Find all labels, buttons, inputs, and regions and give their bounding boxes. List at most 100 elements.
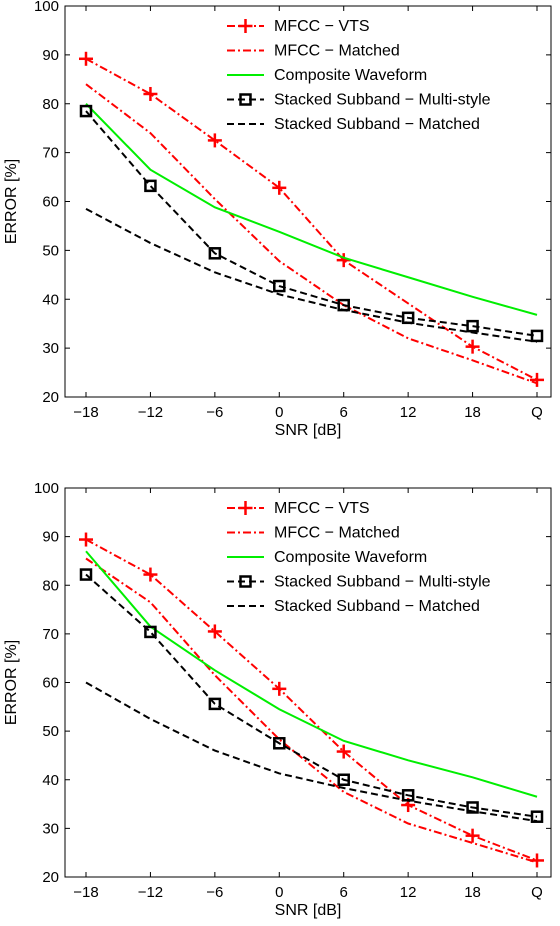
data-point [465, 339, 480, 354]
y-tick-label: 70 [42, 145, 59, 162]
legend-marker [239, 93, 252, 106]
y-tick-label: 20 [42, 869, 59, 886]
data-point [207, 624, 222, 639]
data-point [208, 697, 222, 711]
legend-entry: Stacked Subband − Multi-style [227, 92, 491, 109]
data-point [272, 681, 287, 696]
series-2 [85, 83, 538, 385]
x-tick-label: −12 [138, 404, 163, 421]
x-tick-label: 6 [340, 884, 348, 901]
data-point [207, 133, 222, 148]
series-line [85, 538, 538, 862]
y-tick-label: 30 [42, 820, 59, 837]
series-line [85, 103, 538, 316]
data-point [143, 567, 158, 582]
data-point [530, 810, 544, 823]
y-tick-label: 100 [34, 480, 59, 497]
legend-entry: Composite Waveform [227, 67, 427, 84]
legend-marker [239, 575, 252, 588]
series-line [85, 681, 538, 823]
x-tick-label: −18 [73, 404, 98, 421]
y-axis-label: ERROR [%] [3, 640, 20, 725]
series-5 [85, 681, 538, 823]
legend-label: Stacked Subband − Matched [274, 598, 480, 615]
data-point [530, 372, 544, 387]
series-line [85, 83, 538, 385]
y-tick-label: 30 [42, 340, 59, 357]
legend-label: Stacked Subband − Multi-style [274, 92, 491, 109]
data-point [466, 319, 479, 333]
y-tick-label: 80 [42, 96, 59, 113]
series-5 [85, 207, 538, 343]
x-tick-label: Q [531, 884, 543, 901]
y-tick-label: 60 [42, 675, 59, 692]
y-tick-label: 90 [42, 529, 59, 546]
series-4 [79, 568, 544, 823]
x-tick-label: −12 [138, 884, 163, 901]
x-tick-label: 0 [275, 884, 283, 901]
series-line [85, 110, 538, 337]
legend-entry: Stacked Subband − Multi-style [227, 574, 491, 591]
series-line [85, 550, 538, 798]
x-tick-label: Q [531, 404, 543, 421]
y-tick-label: 80 [42, 577, 59, 594]
legend-label: MFCC − Matched [274, 525, 400, 542]
series-1 [79, 532, 544, 868]
data-point [143, 86, 158, 101]
series-line [85, 207, 538, 343]
plot-frame [64, 487, 552, 878]
series-3 [85, 103, 538, 316]
x-tick-label: −6 [206, 884, 223, 901]
x-tick-label: 0 [275, 404, 283, 421]
x-tick-label: 12 [400, 404, 417, 421]
data-point [79, 532, 93, 547]
series-2 [85, 557, 538, 864]
data-point [336, 744, 351, 759]
data-point [79, 51, 93, 66]
legend-entry: MFCC − VTS [227, 500, 370, 517]
x-tick-label: −6 [206, 404, 223, 421]
data-point [79, 104, 93, 118]
x-tick-label: 6 [340, 404, 348, 421]
x-tick-label: 18 [464, 884, 481, 901]
y-tick-label: 40 [42, 291, 59, 308]
legend: MFCC − VTS MFCC − Matched Composite Wavefo… [227, 18, 491, 133]
legend-entry: Stacked Subband − Matched [227, 598, 480, 615]
legend-label: Composite Waveform [274, 67, 427, 84]
legend-entry: MFCC − VTS [227, 18, 370, 35]
legend-label: Composite Waveform [274, 549, 427, 566]
legend-entry: Stacked Subband − Matched [227, 116, 480, 133]
legend-entry: Composite Waveform [227, 549, 427, 566]
data-point [272, 180, 287, 195]
y-tick-label: 60 [42, 194, 59, 211]
series-line [85, 557, 538, 864]
legend-label: MFCC − VTS [274, 500, 370, 517]
x-tick-label: 12 [400, 884, 417, 901]
y-tick-label: 20 [42, 389, 59, 406]
legend-label: MFCC − Matched [274, 43, 400, 60]
data-point [144, 625, 157, 639]
y-tick-label: 70 [42, 626, 59, 643]
series-4 [79, 104, 544, 343]
series-3 [85, 550, 538, 798]
data-point [208, 247, 222, 260]
data-point [144, 179, 157, 193]
data-point [79, 568, 93, 581]
data-point [466, 801, 479, 814]
legend-label: Stacked Subband − Matched [274, 116, 480, 133]
legend-label: MFCC − VTS [274, 18, 370, 35]
x-axis-label: SNR [dB] [275, 422, 342, 439]
data-point [337, 773, 350, 786]
series-line [85, 573, 538, 818]
y-tick-label: 90 [42, 47, 59, 64]
x-tick-label: −18 [73, 884, 98, 901]
data-point [273, 737, 286, 750]
chart-2: 20 30 40 50 60 70 80 90 100 −18 −12 −6 0 6 12 18 Q SNR [d… [3, 480, 552, 919]
y-tick-label: 40 [42, 772, 59, 789]
data-point [465, 828, 480, 843]
y-axis-label: ERROR [%] [3, 159, 20, 244]
legend-entry: MFCC − Matched [227, 43, 400, 60]
legend: MFCC − VTS MFCC − Matched Composite Wavefo… [227, 500, 491, 615]
y-tick-label: 50 [42, 723, 59, 740]
x-tick-label: 18 [464, 404, 481, 421]
